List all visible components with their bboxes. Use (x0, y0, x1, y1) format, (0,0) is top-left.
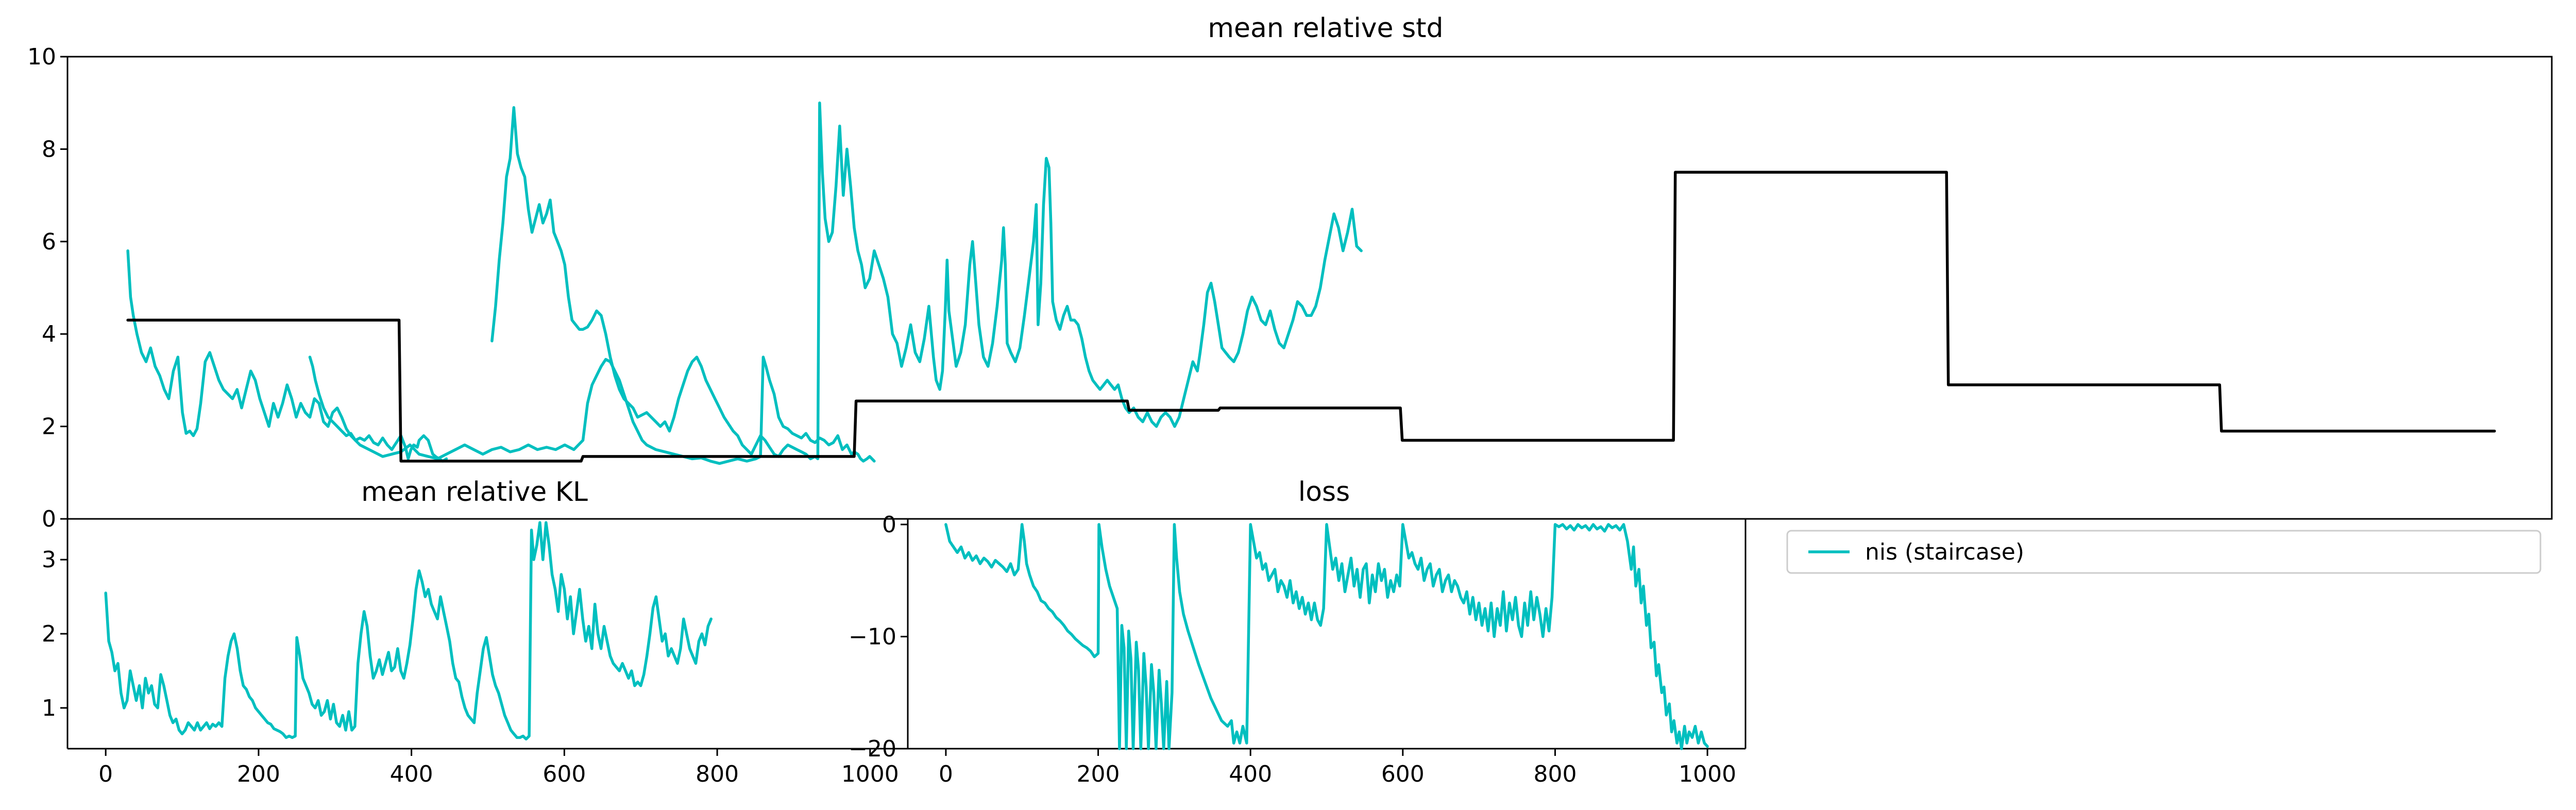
kl-ytick-label: 1 (42, 695, 56, 721)
kl-xtick-label: 0 (98, 761, 113, 787)
loss-xtick-label: 800 (1533, 761, 1577, 787)
loss-xtick-label: 0 (939, 761, 953, 787)
kl-series-nis-line (104, 521, 713, 741)
std-axes-frame (66, 56, 2553, 520)
kl-series (104, 521, 713, 741)
std-ytick-label: 8 (42, 136, 56, 162)
legend-box (1786, 530, 2541, 574)
kl-panel: mean relative KL 1 2 3 0 200 400 600 800 1000 (42, 477, 908, 787)
kl-y-ticks: 1 2 3 (42, 547, 67, 721)
kl-xtick-label: 800 (696, 761, 739, 787)
loss-x-ticks: 0 200 400 600 800 1000 (939, 749, 1736, 787)
std-title: mean relative std (1208, 13, 1443, 44)
kl-ytick-label: 3 (42, 547, 56, 573)
loss-ytick-label: −10 (849, 623, 896, 650)
kl-xtick-label: 200 (237, 761, 280, 787)
std-series (126, 101, 2496, 465)
loss-xtick-label: 1000 (1679, 761, 1736, 787)
legend-label-nis: nis (staircase) (1865, 539, 2024, 565)
loss-xtick-label: 600 (1381, 761, 1425, 787)
kl-title: mean relative KL (361, 477, 588, 508)
std-ytick-label: 6 (42, 229, 56, 255)
std-panel: mean relative std 0 2 4 6 8 10 (27, 13, 2553, 532)
loss-y-ticks: 0 −10 −20 (849, 512, 908, 762)
std-series-nis-line (126, 249, 876, 465)
std-y-ticks: 0 2 4 6 8 10 (27, 44, 67, 532)
loss-series-nis-line (944, 523, 1709, 750)
std-series-nis-line (490, 101, 1363, 461)
kl-x-ticks: 0 200 400 600 800 1000 (98, 749, 899, 787)
loss-xtick-label: 200 (1077, 761, 1120, 787)
loss-xtick-label: 400 (1229, 761, 1272, 787)
loss-series (944, 523, 1709, 750)
std-ytick-label: 0 (42, 506, 56, 532)
loss-ytick-label: −20 (849, 736, 896, 762)
loss-panel: loss 0 −10 −20 0 200 400 600 800 1000 (849, 477, 1747, 787)
std-ytick-label: 10 (27, 44, 56, 70)
kl-xtick-label: 600 (543, 761, 586, 787)
legend: nis (staircase) (1786, 530, 2541, 574)
std-series-nis-line (308, 356, 448, 463)
std-ytick-label: 2 (42, 414, 56, 440)
std-ytick-label: 4 (42, 321, 56, 347)
std-series-reference-line (126, 171, 2496, 463)
kl-xtick-label: 400 (390, 761, 433, 787)
loss-title: loss (1298, 477, 1350, 508)
loss-ytick-label: 0 (882, 512, 896, 538)
kl-xtick-label: 1000 (841, 761, 899, 787)
kl-ytick-label: 2 (42, 621, 56, 647)
